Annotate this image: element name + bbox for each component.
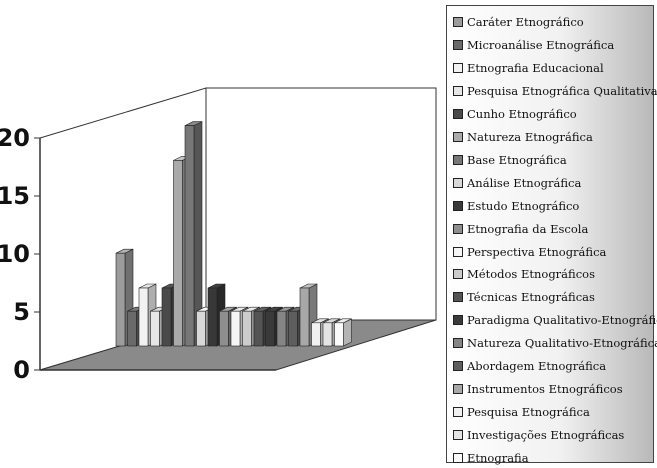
legend-item: Natureza Qualitativo-Etnográfica <box>453 333 657 353</box>
legend-swatch <box>453 269 463 280</box>
legend-item: Estudo Etnográfico <box>453 196 579 216</box>
legend-swatch <box>453 246 463 257</box>
legend-label: Técnicas Etnográficas <box>467 290 595 305</box>
bar-front <box>230 310 241 347</box>
legend-item: Paradigma Qualitativo-Etnográfico <box>453 310 657 330</box>
legend-item: Perspectiva Etnográfica <box>453 242 606 262</box>
bar-front <box>276 310 287 347</box>
legend-label: Investigações Etnográficas <box>467 428 625 443</box>
legend-label: Etnografia Educacional <box>467 60 604 75</box>
legend-swatch <box>453 154 463 165</box>
legend-swatch <box>453 85 463 96</box>
legend-item: Análise Etnográfica <box>453 173 581 193</box>
legend-label: Caráter Etnográfico <box>467 15 584 29</box>
legend-label: Pesquisa Etnográfica Qualitativa <box>467 83 657 98</box>
legend-label: Natureza Etnográfica <box>467 129 593 144</box>
legend-item: Técnicas Etnográficas <box>453 287 595 307</box>
legend-label: Etnografia <box>467 451 529 466</box>
legend-label: Métodos Etnográficos <box>467 267 595 282</box>
bar-front <box>173 160 183 347</box>
legend-label: Paradigma Qualitativo-Etnográfico <box>467 313 657 328</box>
legend-swatch <box>453 430 463 441</box>
legend-swatch <box>453 338 463 349</box>
bar-front <box>127 310 137 347</box>
legend-label: Microanálise Etnográfica <box>467 37 615 52</box>
legend-item: Investigações Etnográficas <box>453 425 624 445</box>
bar-front <box>207 287 218 347</box>
legend: Caráter Etnográfico Microanálise Etnográf… <box>446 5 657 465</box>
legend-item: Base Etnográfica <box>453 150 567 170</box>
legend-swatch <box>453 407 463 418</box>
legend-item: Etnografia Educacional <box>453 58 604 78</box>
bar-front <box>161 287 172 347</box>
legend-label: Pesquisa Etnográfica <box>467 405 590 420</box>
legend-swatch <box>453 315 463 326</box>
legend-label: Natureza Qualitativo-Etnográfica <box>467 336 657 351</box>
legend-label: Estudo Etnográfico <box>467 198 580 213</box>
chart: 0 5 10 15 20 <box>0 87 437 384</box>
bar-front <box>288 310 298 347</box>
legend-item: Instrumentos Etnográficos <box>453 379 623 399</box>
legend-item: Abordagem Etnográfica <box>453 356 606 376</box>
legend-label: Análise Etnográfica <box>467 175 582 190</box>
legend-item: Pesquisa Etnográfica <box>453 402 590 422</box>
y-tick-label: 0 <box>13 356 30 384</box>
legend-label: Cunho Etnográfico <box>467 106 577 121</box>
y-tick-label: 5 <box>13 298 30 326</box>
bar-front <box>138 287 149 347</box>
legend-item: Etnografia da Escola <box>453 219 588 239</box>
legend-swatch <box>453 200 463 211</box>
legend-swatch <box>453 292 463 303</box>
legend-label: Abordagem Etnográfica <box>467 359 607 374</box>
bar-front <box>253 310 264 347</box>
legend-swatch <box>453 453 463 464</box>
y-tick-label: 15 <box>0 182 30 210</box>
legend-item: Pesquisa Etnográfica Qualitativa <box>453 81 657 101</box>
legend-label: Etnografia da Escola <box>467 221 589 236</box>
legend-swatch <box>453 131 463 142</box>
bar-front <box>322 322 333 347</box>
legend-item: Cunho Etnográfico <box>453 104 577 124</box>
bar-front <box>265 310 275 347</box>
bar-front <box>219 310 229 347</box>
legend-item: Microanálise Etnográfica <box>453 35 614 55</box>
bar-side <box>343 318 352 347</box>
bar-front <box>150 310 160 347</box>
side-wall <box>205 87 437 321</box>
bar-front <box>184 125 195 347</box>
bar <box>334 318 352 347</box>
legend-label: Perspectiva Etnográfica <box>467 244 607 259</box>
legend-item: Caráter Etnográfico <box>453 12 584 32</box>
legend-swatch <box>453 177 463 188</box>
bar-front <box>242 310 252 347</box>
legend-swatch <box>453 39 463 50</box>
legend-swatch <box>453 108 463 119</box>
legend-swatch <box>453 17 463 27</box>
legend-swatch <box>453 62 463 73</box>
bar-front <box>311 322 321 347</box>
legend-swatch <box>453 361 463 372</box>
y-tick-label: 10 <box>0 240 30 268</box>
legend-label: Base Etnográfica <box>467 152 567 167</box>
y-tick-label: 20 <box>0 124 30 152</box>
bar-front <box>334 322 344 347</box>
legend-item: Métodos Etnográficos <box>453 264 595 284</box>
legend-label: Instrumentos Etnográficos <box>467 382 623 397</box>
bar-front <box>299 287 310 347</box>
bar-front <box>115 252 126 347</box>
bar-front <box>196 310 206 347</box>
legend-item: Etnografia <box>453 448 529 468</box>
legend-swatch <box>453 384 463 395</box>
legend-swatch <box>453 223 463 234</box>
legend-item: Natureza Etnográfica <box>453 127 593 147</box>
